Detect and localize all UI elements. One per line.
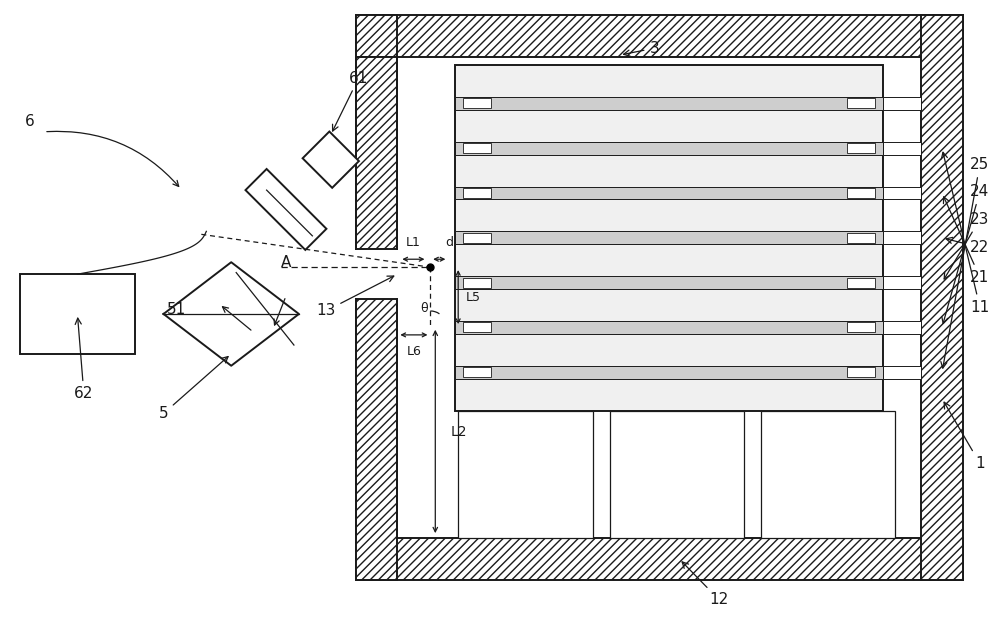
Bar bbox=[883, 232, 921, 245]
Bar bbox=[455, 142, 883, 155]
Bar bbox=[847, 143, 875, 154]
Text: 3: 3 bbox=[624, 41, 659, 56]
Text: L2: L2 bbox=[450, 425, 467, 439]
Bar bbox=[455, 65, 883, 410]
Bar bbox=[356, 299, 397, 580]
Bar bbox=[883, 366, 921, 379]
Bar bbox=[883, 186, 921, 199]
Bar bbox=[883, 276, 921, 289]
Bar bbox=[463, 233, 491, 243]
Bar bbox=[20, 274, 135, 354]
Bar bbox=[455, 97, 883, 110]
Bar bbox=[847, 98, 875, 108]
Text: 21: 21 bbox=[943, 197, 989, 285]
Bar bbox=[883, 142, 921, 155]
Text: 61: 61 bbox=[333, 71, 368, 131]
Text: d: d bbox=[445, 236, 453, 249]
Bar bbox=[847, 188, 875, 198]
Text: 13: 13 bbox=[316, 276, 394, 319]
Bar bbox=[761, 410, 895, 538]
Bar bbox=[463, 143, 491, 154]
Bar bbox=[356, 57, 397, 249]
Polygon shape bbox=[245, 169, 326, 250]
Bar bbox=[455, 276, 883, 289]
Bar bbox=[463, 278, 491, 288]
Bar bbox=[455, 366, 883, 379]
Text: 62: 62 bbox=[74, 318, 94, 401]
Text: θ: θ bbox=[421, 302, 428, 315]
Text: 6: 6 bbox=[25, 115, 35, 129]
Text: 24: 24 bbox=[942, 184, 989, 323]
Bar bbox=[356, 15, 963, 57]
Text: 22: 22 bbox=[946, 237, 989, 255]
Text: L6: L6 bbox=[406, 345, 421, 358]
Text: 23: 23 bbox=[944, 212, 990, 279]
Text: 12: 12 bbox=[682, 562, 729, 607]
Text: 51: 51 bbox=[167, 301, 186, 316]
Text: L1: L1 bbox=[406, 236, 421, 249]
Polygon shape bbox=[303, 131, 359, 188]
Bar bbox=[610, 410, 744, 538]
Bar bbox=[847, 233, 875, 243]
Bar bbox=[458, 410, 593, 538]
Bar bbox=[847, 367, 875, 377]
Text: 11: 11 bbox=[941, 152, 989, 314]
Bar bbox=[463, 98, 491, 108]
Text: 1: 1 bbox=[944, 402, 985, 471]
Bar bbox=[883, 97, 921, 110]
Bar bbox=[463, 188, 491, 198]
Bar bbox=[921, 15, 963, 580]
Bar bbox=[847, 322, 875, 332]
Bar bbox=[847, 278, 875, 288]
Bar bbox=[455, 321, 883, 334]
Bar bbox=[463, 367, 491, 377]
Bar bbox=[455, 186, 883, 199]
Bar bbox=[356, 15, 397, 57]
Bar bbox=[356, 538, 963, 580]
Text: 5: 5 bbox=[159, 357, 228, 421]
Bar bbox=[463, 322, 491, 332]
Text: 25: 25 bbox=[941, 157, 989, 368]
Text: A: A bbox=[281, 254, 291, 270]
Bar bbox=[455, 232, 883, 245]
Text: L5: L5 bbox=[466, 290, 481, 303]
Bar bbox=[883, 321, 921, 334]
